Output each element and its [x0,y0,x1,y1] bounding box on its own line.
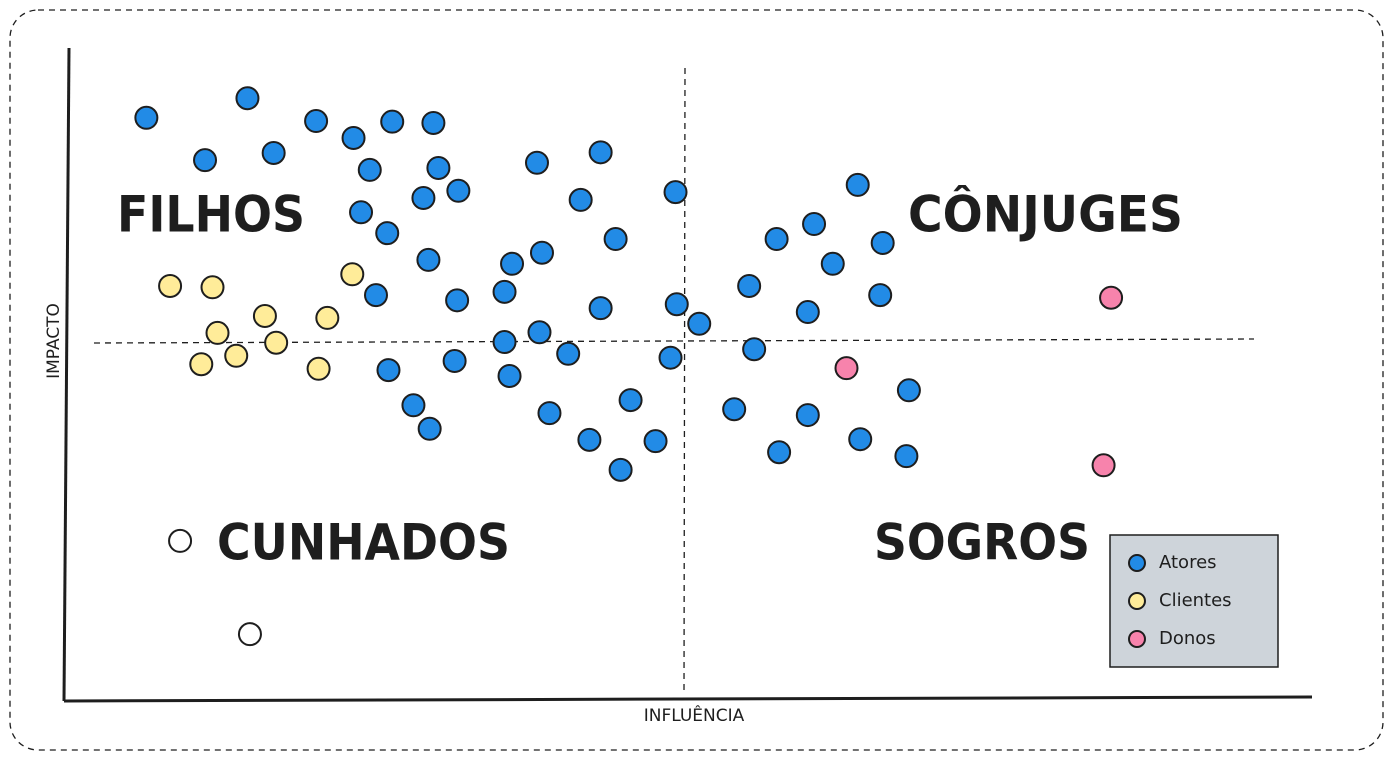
point [848,427,873,452]
point [608,457,633,482]
point [445,288,470,313]
point [235,86,260,111]
point [264,330,289,355]
point [492,330,517,355]
point [663,180,688,205]
point [537,401,562,426]
legend-label: Donos [1159,628,1216,649]
point [868,283,893,308]
point [687,311,712,336]
point [894,444,919,469]
point [341,125,366,150]
point [834,356,859,381]
quadrant-label: SOGROS [874,514,1090,572]
y-axis-label: IMPACTO [44,303,64,379]
point [643,429,668,454]
legend-label: Clientes [1159,590,1232,611]
point [134,105,159,130]
point [306,356,331,381]
point [237,622,262,647]
legend-swatch [1128,630,1146,648]
point [529,240,554,265]
point [401,393,426,418]
point [1099,285,1124,310]
point [261,140,286,165]
point [767,440,792,465]
point [524,150,549,175]
quadrant-label: FILHOS [117,186,305,244]
point [364,283,388,308]
quadrant-label: CÔNJUGES [908,185,1183,244]
point [224,343,249,368]
point [568,187,593,212]
legend-label: Atores [1159,552,1217,573]
point [556,341,581,366]
point [845,172,870,197]
legend-swatch [1128,554,1146,572]
point [664,292,689,317]
point [442,348,467,373]
point [417,416,442,441]
y-axis [62,47,71,702]
point [820,251,845,276]
point [446,178,471,203]
point [618,388,643,413]
point [158,273,183,298]
legend-swatch [1128,592,1146,610]
point [340,262,365,287]
point [1091,453,1116,478]
point [421,110,446,135]
point [802,212,827,237]
point [189,352,214,377]
point [168,528,193,553]
x-axis-label: INFLUÊNCIA [644,704,745,726]
quadrant-divider [683,67,686,695]
point [658,345,683,370]
quadrant-label: CUNHADOS [217,514,510,572]
x-axis [63,695,1313,703]
point [795,300,820,325]
point [304,109,329,134]
point [870,230,895,255]
point [426,155,451,180]
point [795,403,820,428]
point [375,221,400,246]
point [193,148,218,173]
point [603,227,628,252]
point [205,320,230,345]
point [527,320,552,345]
point [376,358,401,383]
point [200,275,225,300]
point [588,296,613,321]
point [497,363,522,388]
point [764,227,789,252]
point [252,303,277,328]
point [416,247,441,272]
point [380,109,405,134]
point [500,251,525,276]
point [722,397,747,422]
point [315,305,340,330]
point [357,157,382,182]
point [742,337,767,362]
point [577,427,602,452]
point [349,200,374,225]
point [896,378,921,403]
point [492,279,517,304]
point [411,185,436,210]
point [737,273,762,298]
point [588,140,613,165]
